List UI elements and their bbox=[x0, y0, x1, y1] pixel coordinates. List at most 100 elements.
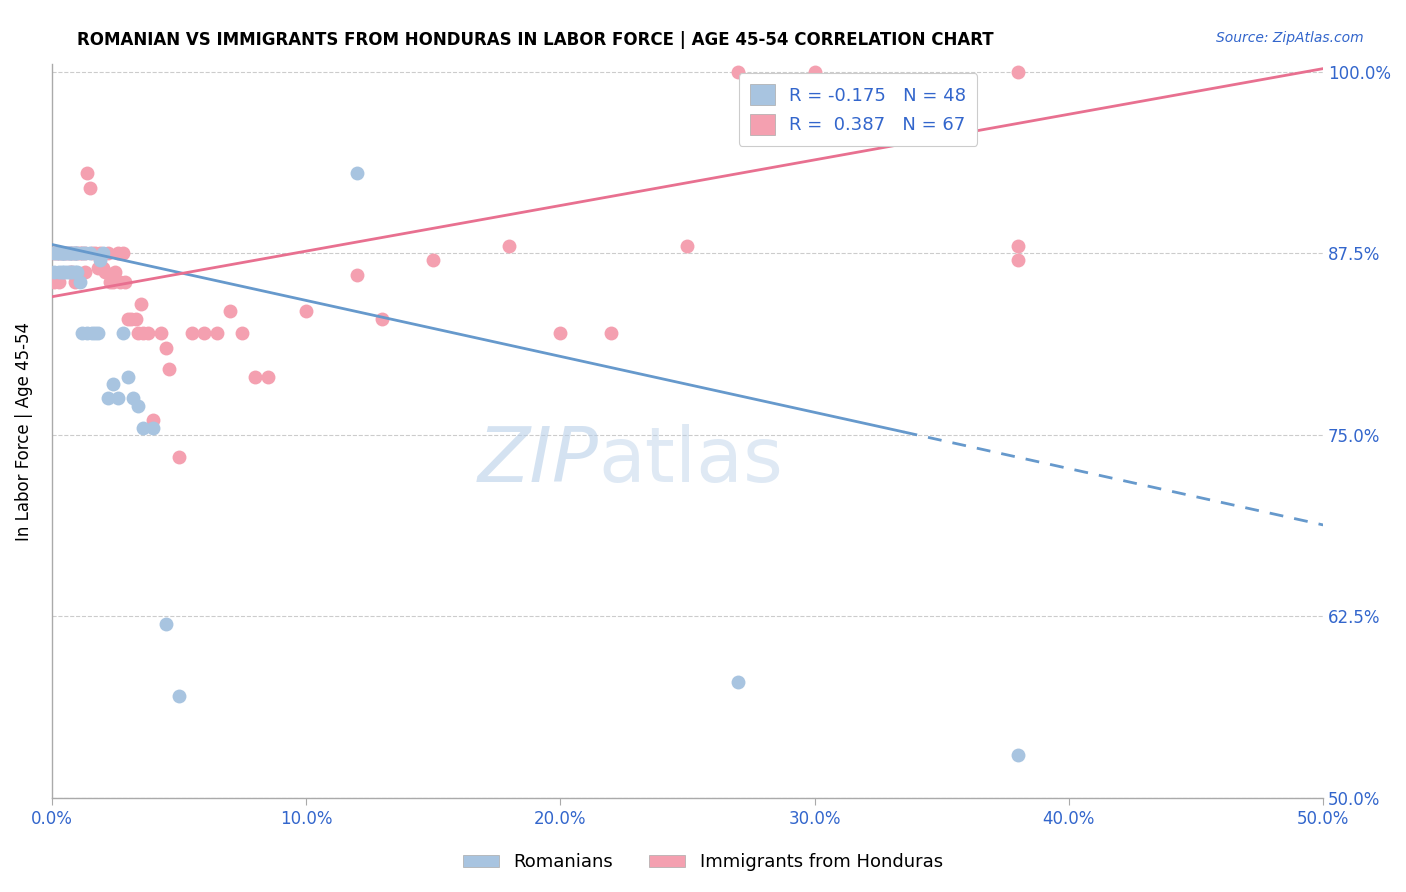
Point bbox=[167, 450, 190, 464]
Point bbox=[76, 166, 98, 180]
Point bbox=[138, 326, 160, 340]
Point bbox=[45, 246, 67, 260]
Text: ROMANIAN VS IMMIGRANTS FROM HONDURAS IN LABOR FORCE | AGE 45-54 CORRELATION CHAR: ROMANIAN VS IMMIGRANTS FROM HONDURAS IN … bbox=[77, 31, 994, 49]
Point bbox=[107, 392, 129, 406]
Point bbox=[101, 376, 124, 391]
Point bbox=[1007, 64, 1029, 78]
Point bbox=[91, 260, 114, 275]
Point bbox=[63, 265, 86, 279]
Point bbox=[1007, 253, 1029, 268]
Point bbox=[600, 326, 623, 340]
Point bbox=[51, 246, 73, 260]
Point bbox=[86, 326, 108, 340]
Point bbox=[142, 413, 165, 427]
Point bbox=[73, 265, 96, 279]
Point bbox=[51, 246, 73, 260]
Point bbox=[550, 326, 572, 340]
Point bbox=[257, 369, 280, 384]
Point bbox=[76, 326, 98, 340]
Point bbox=[676, 239, 699, 253]
Point bbox=[58, 246, 80, 260]
Point bbox=[142, 420, 165, 434]
Point bbox=[66, 246, 89, 260]
Point bbox=[79, 246, 101, 260]
Point bbox=[89, 246, 111, 260]
Point bbox=[117, 369, 139, 384]
Point bbox=[63, 246, 86, 260]
Point bbox=[82, 326, 104, 340]
Text: Source: ZipAtlas.com: Source: ZipAtlas.com bbox=[1216, 31, 1364, 45]
Point bbox=[60, 246, 83, 260]
Point bbox=[84, 246, 107, 260]
Point bbox=[155, 616, 177, 631]
Point bbox=[422, 253, 444, 268]
Point bbox=[44, 265, 66, 279]
Point bbox=[180, 326, 202, 340]
Point bbox=[167, 690, 190, 704]
Point bbox=[132, 326, 155, 340]
Point bbox=[56, 265, 79, 279]
Point bbox=[150, 326, 173, 340]
Point bbox=[84, 326, 107, 340]
Point bbox=[82, 246, 104, 260]
Text: atlas: atlas bbox=[599, 424, 783, 498]
Point bbox=[104, 265, 127, 279]
Point bbox=[295, 304, 318, 318]
Point bbox=[110, 275, 132, 289]
Point bbox=[53, 265, 76, 279]
Point bbox=[122, 392, 145, 406]
Point bbox=[53, 246, 76, 260]
Point bbox=[72, 246, 94, 260]
Point bbox=[73, 246, 96, 260]
Point bbox=[60, 246, 83, 260]
Point bbox=[51, 246, 73, 260]
Point bbox=[56, 246, 79, 260]
Point bbox=[127, 399, 149, 413]
Point bbox=[69, 275, 91, 289]
Point bbox=[63, 246, 86, 260]
Point bbox=[73, 246, 96, 260]
Point bbox=[63, 246, 86, 260]
Point bbox=[371, 311, 394, 326]
Point bbox=[97, 246, 120, 260]
Point bbox=[48, 265, 70, 279]
Point bbox=[193, 326, 215, 340]
Point bbox=[107, 246, 129, 260]
Point bbox=[205, 326, 228, 340]
Point bbox=[91, 246, 114, 260]
Point bbox=[79, 181, 101, 195]
Point bbox=[803, 64, 825, 78]
Point bbox=[51, 265, 73, 279]
Legend: R = -0.175   N = 48, R =  0.387   N = 67: R = -0.175 N = 48, R = 0.387 N = 67 bbox=[738, 73, 977, 145]
Point bbox=[111, 246, 134, 260]
Point bbox=[727, 64, 749, 78]
Point bbox=[1007, 239, 1029, 253]
Point bbox=[97, 392, 120, 406]
Point bbox=[58, 246, 80, 260]
Point bbox=[66, 246, 89, 260]
Point bbox=[129, 297, 152, 311]
Point bbox=[101, 275, 124, 289]
Point bbox=[66, 265, 89, 279]
Point bbox=[60, 265, 83, 279]
Point bbox=[111, 326, 134, 340]
Point bbox=[127, 326, 149, 340]
Point bbox=[60, 265, 83, 279]
Legend: Romanians, Immigrants from Honduras: Romanians, Immigrants from Honduras bbox=[456, 847, 950, 879]
Point bbox=[48, 275, 70, 289]
Point bbox=[48, 246, 70, 260]
Point bbox=[58, 246, 80, 260]
Point bbox=[114, 275, 136, 289]
Point bbox=[72, 326, 94, 340]
Point bbox=[94, 265, 117, 279]
Point bbox=[157, 362, 180, 376]
Point bbox=[63, 275, 86, 289]
Point bbox=[346, 166, 368, 180]
Point bbox=[56, 246, 79, 260]
Point bbox=[231, 326, 253, 340]
Point bbox=[498, 239, 520, 253]
Point bbox=[124, 311, 146, 326]
Point bbox=[117, 311, 139, 326]
Point bbox=[727, 674, 749, 689]
Point bbox=[48, 246, 70, 260]
